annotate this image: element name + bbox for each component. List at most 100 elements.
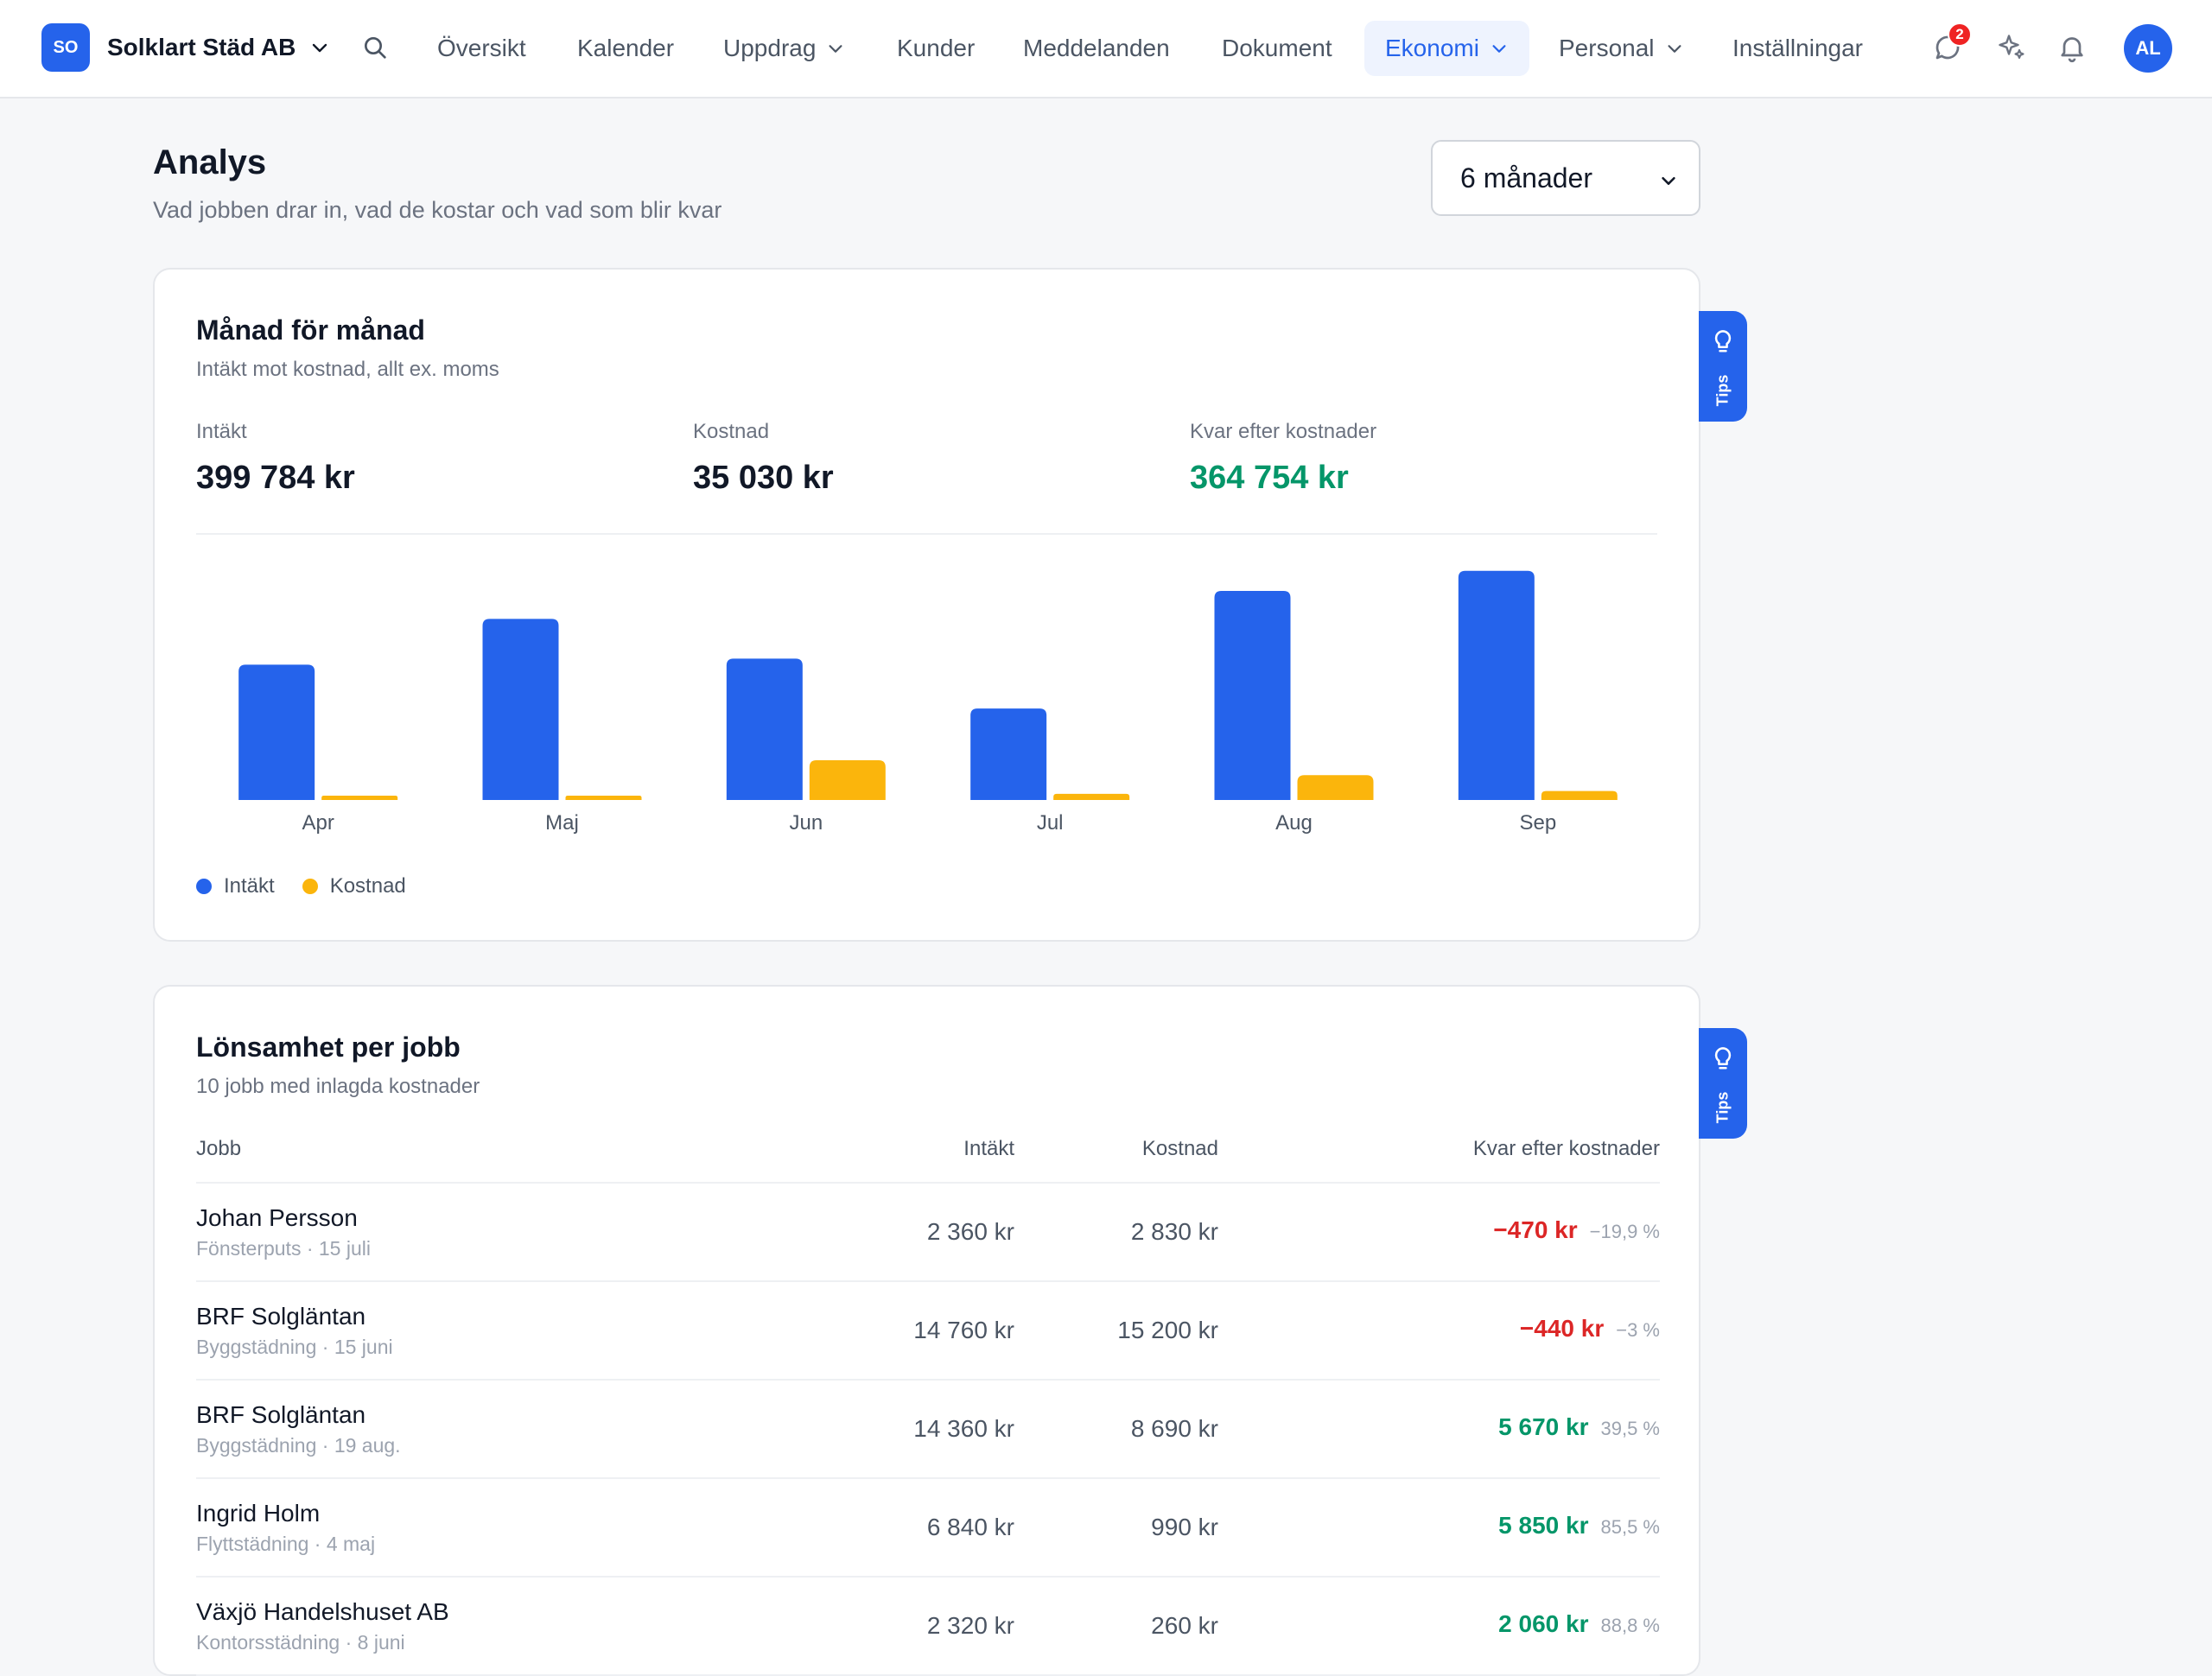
column-header-cost: Kostnad — [1141, 1137, 1218, 1160]
company-name: Solklart Städ AB — [107, 34, 296, 60]
nav-item-kunder[interactable]: Kunder — [876, 21, 995, 76]
column-header-revenue: Intäkt — [963, 1137, 1014, 1160]
legend-swatch-revenue — [196, 879, 212, 894]
legend-swatch-cost — [302, 879, 318, 894]
top-navigation-bar: SO Solklart Städ AB Översikt Kalender Up… — [0, 0, 2212, 98]
nav-item-ekonomi[interactable]: Ekonomi — [1364, 21, 1529, 76]
page-title: Analys — [153, 143, 267, 181]
nav-item-meddelanden[interactable]: Meddelanden — [1002, 21, 1191, 76]
bar-revenue-jun[interactable] — [726, 658, 803, 800]
job-meta: Flyttstädning · 4 maj — [196, 1533, 376, 1555]
lightbulb-icon — [1714, 1047, 1732, 1070]
company-switcher[interactable]: SO Solklart Städ AB — [41, 23, 330, 72]
chevron-down-icon — [1492, 45, 1506, 53]
x-tick-label: Apr — [302, 811, 334, 835]
job-profit-percent: 39,5 % — [1600, 1418, 1661, 1439]
job-customer: BRF Solgläntan — [196, 1401, 366, 1428]
nav-item-uppdrag[interactable]: Uppdrag — [702, 21, 866, 76]
table-row[interactable]: Johan Persson Fönsterputs · 15 juli 2 36… — [196, 1184, 1660, 1282]
page-subtitle: Vad jobben drar in, vad de kostar och va… — [153, 197, 722, 223]
bar-revenue-aug[interactable] — [1214, 590, 1291, 800]
job-revenue: 14 360 kr — [913, 1415, 1014, 1442]
chevron-down-icon — [1662, 176, 1675, 185]
job-revenue: 14 760 kr — [913, 1317, 1014, 1343]
job-meta: Kontorsstädning · 8 juni — [196, 1631, 405, 1654]
legend-item-revenue: Intäkt — [196, 874, 275, 898]
job-profit-percent: −19,9 % — [1589, 1221, 1660, 1242]
job-profit-percent: 88,8 % — [1600, 1615, 1661, 1636]
nav-item-installningar[interactable]: Inställningar — [1712, 21, 1884, 76]
job-profit-percent: −3 % — [1616, 1319, 1660, 1341]
x-tick-label: Jun — [789, 811, 823, 835]
job-revenue: 2 320 kr — [926, 1612, 1014, 1639]
bar-revenue-jul[interactable] — [970, 708, 1047, 800]
column-header-job: Jobb — [196, 1137, 242, 1160]
job-customer: Växjö Handelshuset AB — [196, 1598, 449, 1625]
job-meta: Byggstädning · 15 juni — [196, 1336, 393, 1358]
bar-cost-jun[interactable] — [809, 759, 886, 800]
sparkles-icon[interactable] — [1996, 32, 2027, 63]
kpi-cost-label: Kostnad — [693, 420, 770, 443]
table-row[interactable]: BRF Solgläntan Byggstädning · 15 juni 14… — [196, 1282, 1660, 1381]
job-profit: 5 670 kr 39,5 % — [1498, 1413, 1660, 1441]
bar-cost-maj[interactable] — [565, 796, 642, 800]
tips-tab[interactable]: Tips — [1699, 1028, 1747, 1139]
nav-item-kalender[interactable]: Kalender — [556, 21, 695, 76]
table-row[interactable]: Ingrid Holm Flyttstädning · 4 maj 6 840 … — [196, 1479, 1660, 1578]
nav-item-oversikt[interactable]: Översikt — [416, 21, 547, 76]
profitability-table: Jobb Intäkt Kostnad Kvar efter kostnader… — [196, 1127, 1660, 1676]
user-avatar[interactable]: AL — [2124, 24, 2172, 73]
messages-badge: 2 — [1948, 22, 1972, 47]
column-header-remaining: Kvar efter kostnader — [1472, 1137, 1660, 1160]
kpi-remaining: Kvar efter kostnader 364 754 kr — [1190, 420, 1376, 497]
search-icon[interactable] — [361, 34, 389, 61]
chevron-down-icon — [313, 43, 327, 53]
kpi-remaining-value: 364 754 kr — [1190, 460, 1349, 496]
job-cost: 2 830 kr — [1130, 1218, 1218, 1245]
bar-cost-apr[interactable] — [321, 796, 398, 800]
job-meta: Byggstädning · 19 aug. — [196, 1434, 401, 1457]
tips-tab[interactable]: Tips — [1699, 311, 1747, 422]
bar-revenue-apr[interactable] — [238, 664, 315, 800]
nav-item-personal[interactable]: Personal — [1538, 21, 1705, 76]
table-row[interactable]: BRF Solgläntan Byggstädning · 19 aug. 14… — [196, 1381, 1660, 1479]
nav-item-label: Dokument — [1222, 35, 1332, 61]
bar-revenue-maj[interactable] — [482, 619, 559, 800]
nav-item-label: Ekonomi — [1385, 35, 1479, 61]
kpi-revenue-value: 399 784 kr — [196, 460, 355, 496]
job-cost: 990 kr — [1151, 1514, 1218, 1540]
job-cost: 260 kr — [1151, 1612, 1218, 1639]
period-select-value: 6 månader — [1460, 162, 1592, 194]
job-customer: Johan Persson — [196, 1204, 358, 1231]
x-tick-label: Maj — [545, 811, 579, 835]
job-cost: 8 690 kr — [1130, 1415, 1218, 1442]
nav-item-dokument[interactable]: Dokument — [1201, 21, 1353, 76]
table-row[interactable]: Växjö Handelshuset AB Kontorsstädning · … — [196, 1578, 1660, 1676]
kpi-remaining-label: Kvar efter kostnader — [1190, 420, 1377, 443]
kpi-revenue-label: Intäkt — [196, 420, 247, 443]
bar-cost-jul[interactable] — [1053, 793, 1130, 800]
tips-label: Tips — [1713, 1091, 1732, 1124]
profitability-card: Lönsamhet per jobb 10 jobb med inlagda k… — [153, 985, 1700, 1676]
job-profit-amount: −470 kr — [1493, 1216, 1578, 1243]
bell-icon[interactable] — [2056, 32, 2088, 63]
bar-revenue-sep[interactable] — [1458, 570, 1535, 800]
legend-label-revenue: Intäkt — [224, 874, 275, 898]
nav-item-label: Översikt — [437, 35, 526, 61]
period-select[interactable]: 6 månader — [1431, 140, 1700, 216]
lightbulb-icon — [1714, 330, 1732, 352]
job-profit: 2 060 kr 88,8 % — [1498, 1610, 1660, 1638]
job-profit-amount: −440 kr — [1519, 1315, 1605, 1342]
job-customer: Ingrid Holm — [196, 1500, 321, 1527]
monthly-card-subtitle: Intäkt mot kostnad, allt ex. moms — [196, 358, 499, 381]
legend-item-cost: Kostnad — [302, 874, 406, 898]
kpi-cost-value: 35 030 kr — [693, 460, 834, 496]
job-profit-amount: 5 850 kr — [1498, 1512, 1589, 1539]
bar-cost-sep[interactable] — [1541, 790, 1618, 800]
chevron-down-icon — [829, 45, 842, 53]
bar-cost-aug[interactable] — [1297, 775, 1374, 800]
messages-icon[interactable] — [1932, 32, 1963, 63]
job-profit: 5 850 kr 85,5 % — [1498, 1512, 1660, 1540]
table-header: Jobb Intäkt Kostnad Kvar efter kostnader — [196, 1127, 1660, 1184]
job-customer: BRF Solgläntan — [196, 1303, 366, 1330]
